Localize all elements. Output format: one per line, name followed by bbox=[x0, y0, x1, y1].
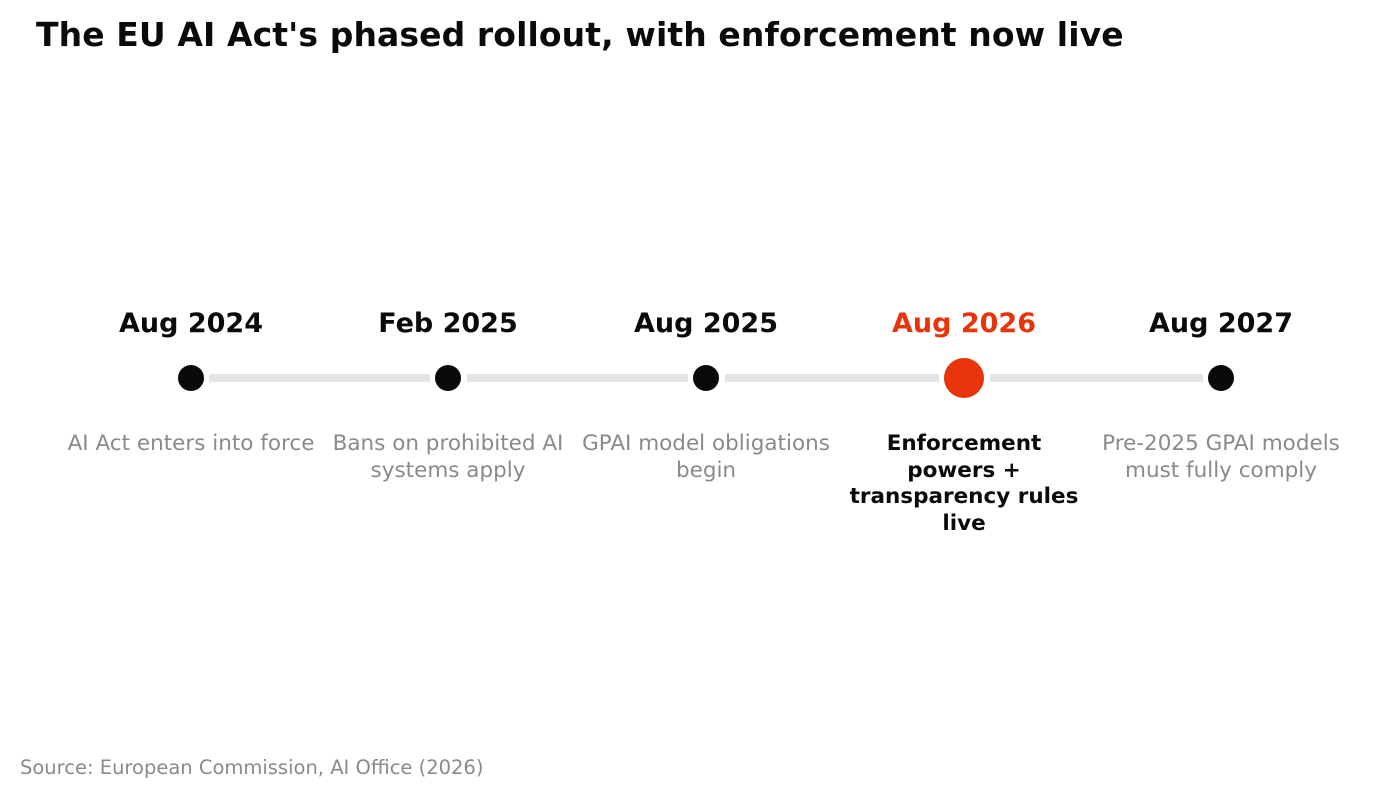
milestone-date: Aug 2027 bbox=[1149, 308, 1293, 339]
timeline-connector bbox=[467, 374, 688, 382]
timeline-connector bbox=[990, 374, 1203, 382]
milestone-date: Aug 2025 bbox=[634, 308, 778, 339]
milestone-description: Bans on prohibited AI systems apply bbox=[332, 431, 564, 483]
milestone-aug-2025: Aug 2025 GPAI model obligations begin bbox=[576, 0, 836, 798]
milestone-date-highlighted: Aug 2026 bbox=[892, 308, 1036, 339]
milestone-description: GPAI model obligations begin bbox=[582, 431, 830, 483]
milestone-marker bbox=[178, 365, 204, 391]
milestone-description-highlighted: Enforcement powers + transparency rules … bbox=[849, 431, 1079, 536]
chart-title: The EU AI Act's phased rollout, with enf… bbox=[36, 15, 1124, 54]
milestone-description: Pre-2025 GPAI models must fully comply bbox=[1102, 431, 1340, 483]
milestone-feb-2025: Feb 2025 Bans on prohibited AI systems a… bbox=[318, 0, 578, 798]
milestone-marker bbox=[693, 365, 719, 391]
milestone-aug-2024: Aug 2024 AI Act enters into force bbox=[61, 0, 321, 798]
milestone-marker bbox=[1208, 365, 1234, 391]
milestone-aug-2027: Aug 2027 Pre-2025 GPAI models must fully… bbox=[1091, 0, 1351, 798]
milestone-date: Feb 2025 bbox=[378, 308, 518, 339]
milestone-marker-highlighted bbox=[944, 358, 984, 398]
milestone-date: Aug 2024 bbox=[119, 308, 263, 339]
milestone-description: AI Act enters into force bbox=[67, 431, 315, 456]
timeline-connector bbox=[209, 374, 430, 382]
source-note: Source: European Commission, AI Office (… bbox=[20, 756, 484, 779]
milestone-aug-2026-current: Aug 2026 Enforcement powers + transparen… bbox=[834, 0, 1094, 798]
milestone-marker bbox=[435, 365, 461, 391]
timeline-connector bbox=[725, 374, 939, 382]
